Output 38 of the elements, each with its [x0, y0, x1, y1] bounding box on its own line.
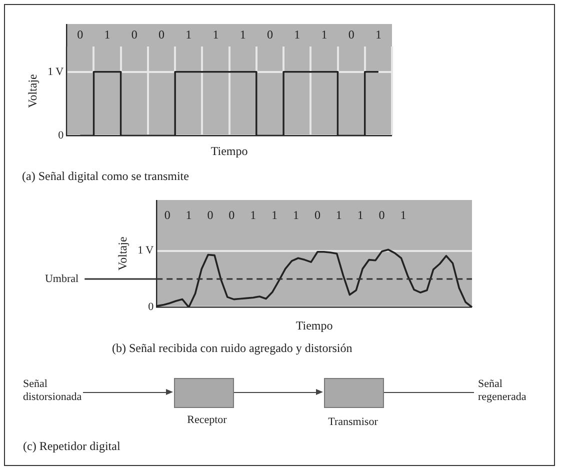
annotation: 0 — [314, 208, 320, 222]
text: (c) Repetidor digital — [23, 439, 120, 453]
x-tick-label: 0 — [348, 27, 354, 42]
text: (b) Señal recibida con ruido agregado y distorsión — [112, 340, 352, 355]
y-axis-title: Voltaje — [25, 74, 40, 108]
x-axis-title: Tiempo — [296, 318, 333, 333]
x-tick-label: 1 — [186, 27, 192, 42]
annotation: 1 — [357, 208, 364, 222]
y-axis-title: Voltaje — [115, 236, 130, 270]
annotation: 0 — [164, 208, 170, 222]
text: Transmisor — [327, 416, 379, 429]
x-tick-label: 1 — [294, 27, 300, 42]
y-tick-label: 1 V — [138, 244, 154, 257]
x-tick-label: 1 — [212, 27, 219, 42]
x-tick-label: 1 — [375, 27, 382, 42]
x-tick-label: 0 — [77, 27, 84, 42]
x-tick-label: 1 — [321, 27, 328, 42]
x-tick-label: 0 — [158, 27, 165, 42]
annotation: 1 — [272, 208, 278, 222]
annotation: 1 — [186, 208, 192, 222]
text: Señal distorsionada — [23, 378, 83, 404]
annotation: 0 — [228, 208, 235, 222]
text: (a) Señal digital como se transmite — [22, 168, 189, 183]
x-tick-label: 0 — [131, 27, 138, 42]
text: Señal regenerada — [478, 378, 528, 404]
ref-line-label: Umbral — [44, 272, 79, 285]
annotation: 0 — [378, 208, 385, 222]
text: Receptor — [186, 414, 228, 427]
annotation: 1 — [336, 208, 342, 222]
x-tick-label: 1 — [104, 27, 110, 42]
y-tick-label: 1 V — [48, 66, 64, 78]
annotation: 0 — [207, 208, 214, 222]
x-tick-label: 0 — [266, 27, 273, 42]
annotation: 1 — [293, 208, 300, 222]
annotation: 1 — [250, 208, 256, 222]
x-tick-label: 1 — [240, 27, 246, 42]
annotation: 1 — [400, 208, 406, 222]
x-axis-title: Tiempo — [210, 144, 248, 158]
